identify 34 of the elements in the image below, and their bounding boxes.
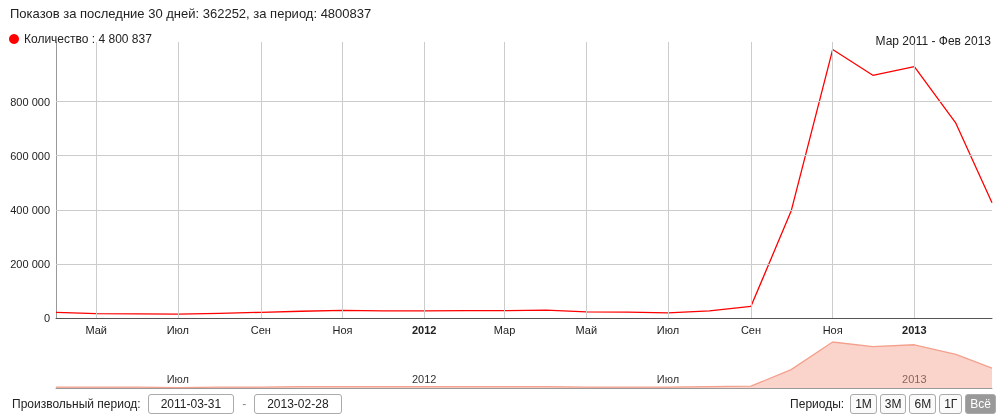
chart-title: Показов за последние 30 дней: 362252, за период: 4800837 — [9, 5, 373, 23]
x-tick-label: Июл — [656, 372, 680, 385]
x-tick-label: Май — [575, 323, 598, 336]
text: Всё — [965, 394, 996, 414]
x-tick-label: Сен — [740, 323, 762, 336]
y-tick-label: 800 000 — [10, 95, 50, 108]
text: 1Г — [939, 394, 963, 414]
line-series — [55, 48, 993, 315]
x-tick-label: 2012 — [412, 323, 437, 336]
x-tick-label: 2013 — [902, 372, 927, 385]
y-tick-label: 0 — [43, 312, 50, 324]
text: 6М — [909, 394, 937, 414]
text: 3М — [879, 394, 907, 414]
x-tick-label: 2013 — [902, 323, 927, 336]
x-tick-label: Мар — [493, 323, 516, 336]
x-tick-label: Сен — [250, 323, 271, 336]
legend-label: Количество : 4 800 837 — [24, 32, 153, 46]
text: 1М — [850, 394, 877, 414]
text: Произвольный период: — [12, 397, 141, 411]
x-tick-label: Июл — [166, 372, 190, 385]
text: 2011-03-31 — [147, 394, 235, 414]
x-tick-label: Ноя — [822, 323, 843, 336]
text: - — [242, 397, 247, 411]
text: 2013-02-28 — [254, 394, 342, 414]
y-tick-label: 200 000 — [10, 257, 50, 270]
x-tick-label: Май — [85, 323, 107, 336]
y-tick-label: 600 000 — [10, 149, 50, 162]
y-tick-label: 400 000 — [10, 203, 50, 216]
x-tick-label: Июл — [656, 323, 680, 336]
x-tick-label: Июл — [166, 323, 190, 336]
x-tick-label: Ноя — [332, 323, 353, 336]
text: Периоды: — [790, 397, 845, 411]
x-tick-label: 2012 — [412, 372, 437, 385]
chart-subtitle: Мар 2011 - Фев 2013 — [875, 34, 992, 48]
